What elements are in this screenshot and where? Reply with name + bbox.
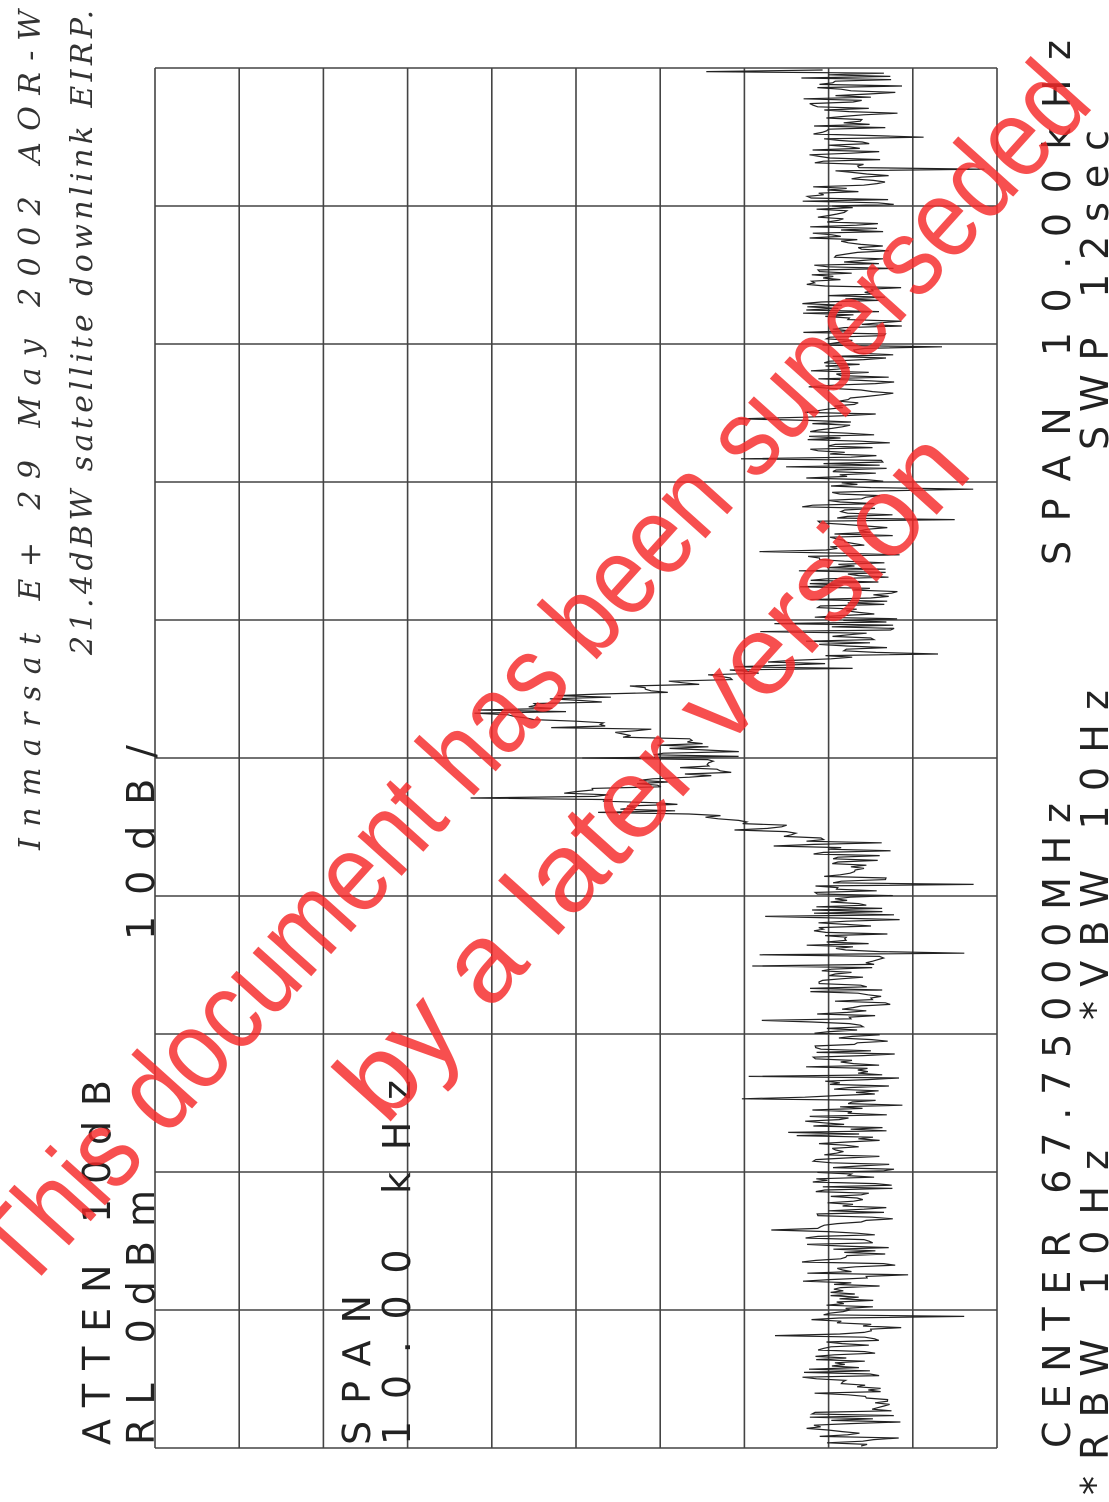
grid — [154, 67, 998, 1449]
trace — [470, 69, 985, 1447]
span-value: 10.00 kHz — [375, 1080, 419, 1445]
rbw: *RBW 10Hz — [1073, 1150, 1109, 1495]
vbw: *VBW 10Hz — [1073, 690, 1109, 1020]
sweep: SWP 12sec — [1073, 130, 1109, 450]
